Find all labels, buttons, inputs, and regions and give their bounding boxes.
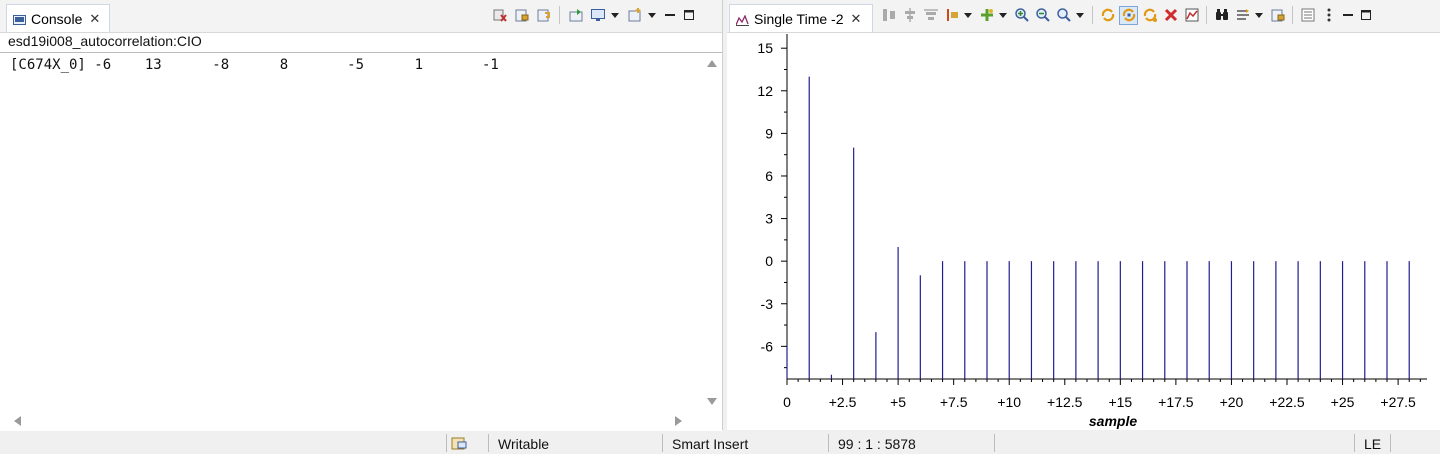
toolbar-separator	[1092, 6, 1093, 24]
graph-icon	[735, 13, 749, 26]
status-separator	[662, 434, 663, 452]
scroll-right-icon[interactable]	[675, 416, 682, 426]
x-tick-label: +20	[1220, 394, 1244, 410]
chevron-down-icon[interactable]	[999, 12, 1007, 18]
x-tick-label: +5	[890, 394, 906, 410]
y-tick-label: 0	[765, 253, 773, 269]
continuous-refresh-icon[interactable]	[1119, 5, 1138, 25]
zoom-out-icon[interactable]	[1033, 6, 1052, 25]
data-series	[786, 76, 1410, 379]
status-insert-mode[interactable]: Smart Insert	[672, 436, 749, 452]
x-tick-label: +10	[997, 394, 1021, 410]
console-view: Console ✕	[0, 0, 723, 431]
scroll-up-icon[interactable]	[707, 60, 717, 67]
align-icon[interactable]	[879, 6, 898, 25]
align-top-icon[interactable]	[921, 6, 940, 25]
x-tick-label: +12.5	[1047, 394, 1083, 410]
chevron-down-icon[interactable]	[1076, 12, 1084, 18]
x-axis: 0 +2.5 +5 +7.5 +10 +12.5 +15 +17.5 +20 +22.5 +25 +2…	[783, 378, 1427, 410]
console-title: esd19i008_autocorrelation:CIO	[8, 33, 202, 49]
console-output-area[interactable]: [C674X_0] -6 13 -8 8 -5 1 -1	[0, 52, 722, 431]
console-tabbar: Console ✕	[0, 0, 722, 33]
y-tick-label: -6	[761, 338, 774, 354]
status-endian: LE	[1364, 436, 1382, 452]
x-tick-label: +7.5	[940, 394, 968, 410]
chevron-down-icon[interactable]	[611, 12, 619, 18]
y-tick-label: 9	[765, 125, 773, 141]
x-tick-label: +25	[1331, 394, 1355, 410]
scroll-down-icon[interactable]	[707, 398, 717, 405]
graph-tabbar: Single Time -2 ✕	[727, 0, 1440, 33]
toolbar-separator	[1206, 6, 1207, 24]
status-separator	[488, 434, 489, 452]
status-separator	[1390, 434, 1391, 452]
console-toolbar	[490, 4, 697, 26]
minimize-icon[interactable]	[1340, 7, 1356, 23]
y-tick-label: 15	[757, 40, 773, 56]
graph-toolbar	[879, 4, 1374, 26]
close-icon[interactable]: ✕	[850, 10, 862, 26]
open-console-icon[interactable]	[625, 6, 644, 25]
x-tick-label: +2.5	[829, 394, 857, 410]
y-tick-label: 3	[765, 211, 773, 227]
graph-view: Single Time -2 ✕	[727, 0, 1440, 430]
minimize-icon[interactable]	[662, 7, 678, 23]
chevron-down-icon[interactable]	[648, 12, 656, 18]
vertical-scrollbar[interactable]	[702, 53, 722, 411]
horizontal-scrollbar[interactable]	[0, 411, 702, 431]
display-console-icon[interactable]	[588, 6, 607, 25]
status-separator	[446, 434, 447, 452]
chevron-down-icon[interactable]	[964, 12, 972, 18]
status-writable: Writable	[498, 436, 550, 452]
view-menu-icon[interactable]	[1319, 6, 1338, 25]
align-center-icon[interactable]	[900, 6, 919, 25]
x-tick-label: +27.5	[1380, 394, 1416, 410]
status-target-icon[interactable]	[451, 435, 468, 454]
find-icon[interactable]	[1212, 6, 1231, 25]
tab-console-label: Console	[31, 10, 83, 27]
scroll-lock-icon[interactable]	[512, 6, 531, 25]
word-wrap-icon[interactable]	[534, 6, 553, 25]
status-bar: Writable Smart Insert 99 : 1 : 5878 LE	[0, 432, 1440, 454]
export-icon[interactable]	[1182, 6, 1201, 25]
single-time-graph[interactable]: -6 -3 0 3 6 9 12 15 0 +2.5 +5 +7.5 +10 +12.5 +15 +17.5…	[727, 32, 1440, 430]
y-tick-label: 12	[757, 83, 773, 99]
y-tick-label: -3	[761, 296, 774, 312]
toolbar-separator	[1292, 6, 1293, 24]
x-tick-label: +22.5	[1269, 394, 1305, 410]
tab-single-time[interactable]: Single Time -2 ✕	[729, 4, 873, 32]
zoom-in-icon[interactable]	[1012, 6, 1031, 25]
refresh-all-icon[interactable]	[1140, 6, 1159, 25]
x-axis-label: sample	[1089, 413, 1137, 429]
maximize-icon[interactable]	[681, 7, 697, 23]
properties-icon[interactable]	[1298, 6, 1317, 25]
zoom-fit-icon[interactable]	[1054, 6, 1073, 25]
remove-icon[interactable]	[1161, 6, 1180, 25]
x-tick-label: 0	[783, 394, 791, 410]
status-cursor-position[interactable]: 99 : 1 : 5878	[838, 436, 916, 452]
y-tick-label: 6	[765, 168, 773, 184]
y-axis: -6 -3 0 3 6 9 12 15	[757, 34, 788, 379]
tab-console[interactable]: Console ✕	[6, 4, 110, 32]
data-properties-icon[interactable]	[1233, 6, 1252, 25]
console-icon	[13, 13, 26, 25]
status-separator	[828, 434, 829, 452]
maximize-icon[interactable]	[1358, 7, 1374, 23]
refresh-icon[interactable]	[1098, 6, 1117, 25]
cursor-icon[interactable]	[942, 6, 961, 25]
pin-graph-icon[interactable]	[1268, 6, 1287, 25]
pin-console-icon[interactable]	[566, 6, 585, 25]
console-output-line: [C674X_0] -6 13 -8 8 -5 1 -1	[10, 57, 499, 73]
chevron-down-icon[interactable]	[1255, 12, 1263, 18]
tab-single-time-label: Single Time -2	[754, 10, 844, 27]
scroll-left-icon[interactable]	[14, 416, 21, 426]
close-icon[interactable]: ✕	[89, 10, 101, 26]
clear-console-icon[interactable]	[490, 6, 509, 25]
toolbar-separator	[559, 6, 560, 24]
x-tick-label: +17.5	[1158, 394, 1194, 410]
status-separator	[1354, 434, 1355, 452]
status-separator	[994, 434, 995, 452]
x-tick-label: +15	[1108, 394, 1132, 410]
add-measurement-icon[interactable]	[977, 6, 996, 25]
